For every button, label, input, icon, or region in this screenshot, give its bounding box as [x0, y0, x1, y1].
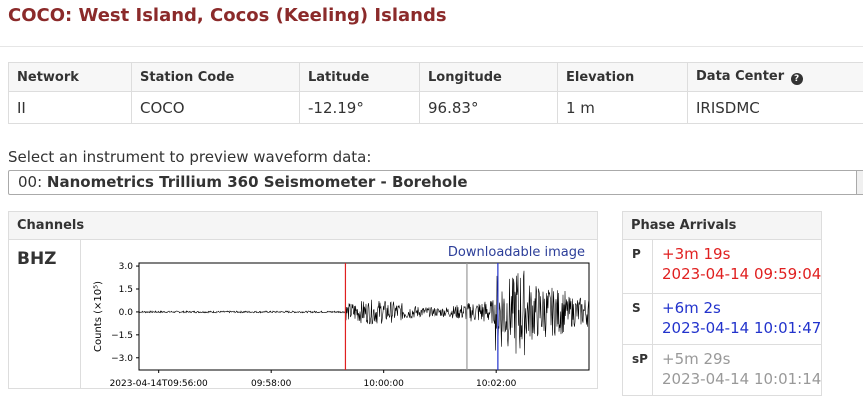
phase-time: 2023-04-14 09:59:04 — [662, 265, 822, 283]
col-longitude: Longitude — [419, 62, 558, 92]
phase-time: 2023-04-14 10:01:47 — [662, 319, 822, 337]
phase-arrivals-header: Phase Arrivals — [623, 212, 821, 240]
channels-panel: Channels BHZ Downloadable image 3.0 1.5 0.… — [8, 211, 598, 389]
table-row: II COCO -12.19° 96.83° 1 m IRISDMC — [8, 91, 863, 124]
y-tick-label: 3.0 — [119, 262, 134, 272]
col-data-center-label: Data Center — [696, 69, 785, 84]
phase-name: S — [623, 294, 653, 344]
y-tick-label: 0.0 — [119, 308, 134, 318]
table-header-row: Network Station Code Latitude Longitude … — [8, 62, 863, 92]
col-latitude: Latitude — [299, 62, 420, 92]
title-divider — [0, 46, 863, 47]
phase-row-s: S +6m 2s 2023-04-14 10:01:47 — [623, 293, 821, 344]
channel-name: BHZ — [9, 240, 81, 388]
x-tick-label: 10:00:00 — [363, 379, 404, 388]
phase-offset: +3m 19s — [662, 245, 731, 263]
download-image-link[interactable]: Downloadable image — [447, 245, 585, 260]
cell-data-center: IRISDMC — [687, 91, 863, 124]
waveform-trace — [138, 270, 590, 356]
instrument-select-label: Select an instrument to preview waveform… — [8, 148, 372, 166]
cell-station-code: COCO — [131, 91, 300, 124]
phase-row-sp: sP +5m 29s 2023-04-14 10:01:14 — [623, 344, 821, 395]
cell-elevation: 1 m — [557, 91, 688, 124]
phase-offset: +5m 29s — [662, 350, 731, 368]
cell-longitude: 96.83° — [419, 91, 558, 124]
col-data-center: Data Center ? — [687, 62, 863, 92]
channels-header: Channels — [9, 212, 597, 240]
station-table: Network Station Code Latitude Longitude … — [8, 62, 863, 124]
col-elevation: Elevation — [557, 62, 688, 92]
instrument-select[interactable]: 00: Nanometrics Trillium 360 Seismometer… — [8, 170, 863, 195]
phase-row-p: P +3m 19s 2023-04-14 09:59:04 — [623, 240, 821, 293]
phase-time: 2023-04-14 10:01:14 — [662, 370, 822, 388]
y-tick-label: −1.5 — [111, 331, 133, 341]
waveform-plot-area: Downloadable image 3.0 1.5 0.0 −1.5 −3.0 2023… — [81, 240, 597, 389]
y-tick-label: −3.0 — [111, 354, 133, 364]
cell-latitude: -12.19° — [299, 91, 420, 124]
col-network: Network — [8, 62, 132, 92]
y-axis-label: Counts (×10⁵) — [93, 281, 104, 352]
col-station-code: Station Code — [131, 62, 300, 92]
waveform-chart: 3.0 1.5 0.0 −1.5 −3.0 2023-04-14T09:56:00 09:5… — [93, 262, 590, 389]
x-tick-label: 10:02:00 — [476, 379, 517, 388]
phase-arrivals-panel: Phase Arrivals P +3m 19s 2023-04-14 09:5… — [622, 211, 822, 396]
select-arrow-icon[interactable] — [856, 171, 863, 194]
y-tick-label: 1.5 — [119, 285, 133, 295]
page-title: COCO: West Island, Cocos (Keeling) Islan… — [8, 5, 447, 26]
cell-network: II — [8, 91, 132, 124]
phase-name: sP — [623, 345, 653, 395]
help-icon[interactable]: ? — [790, 73, 803, 85]
x-tick-label: 2023-04-14T09:56:00 — [110, 379, 208, 388]
phase-name: P — [623, 240, 653, 293]
instrument-select-prefix: 00: — [18, 173, 47, 191]
phase-offset: +6m 2s — [662, 299, 721, 317]
x-tick-label: 09:58:00 — [251, 379, 292, 388]
instrument-select-value: Nanometrics Trillium 360 Seismometer - B… — [46, 173, 468, 191]
